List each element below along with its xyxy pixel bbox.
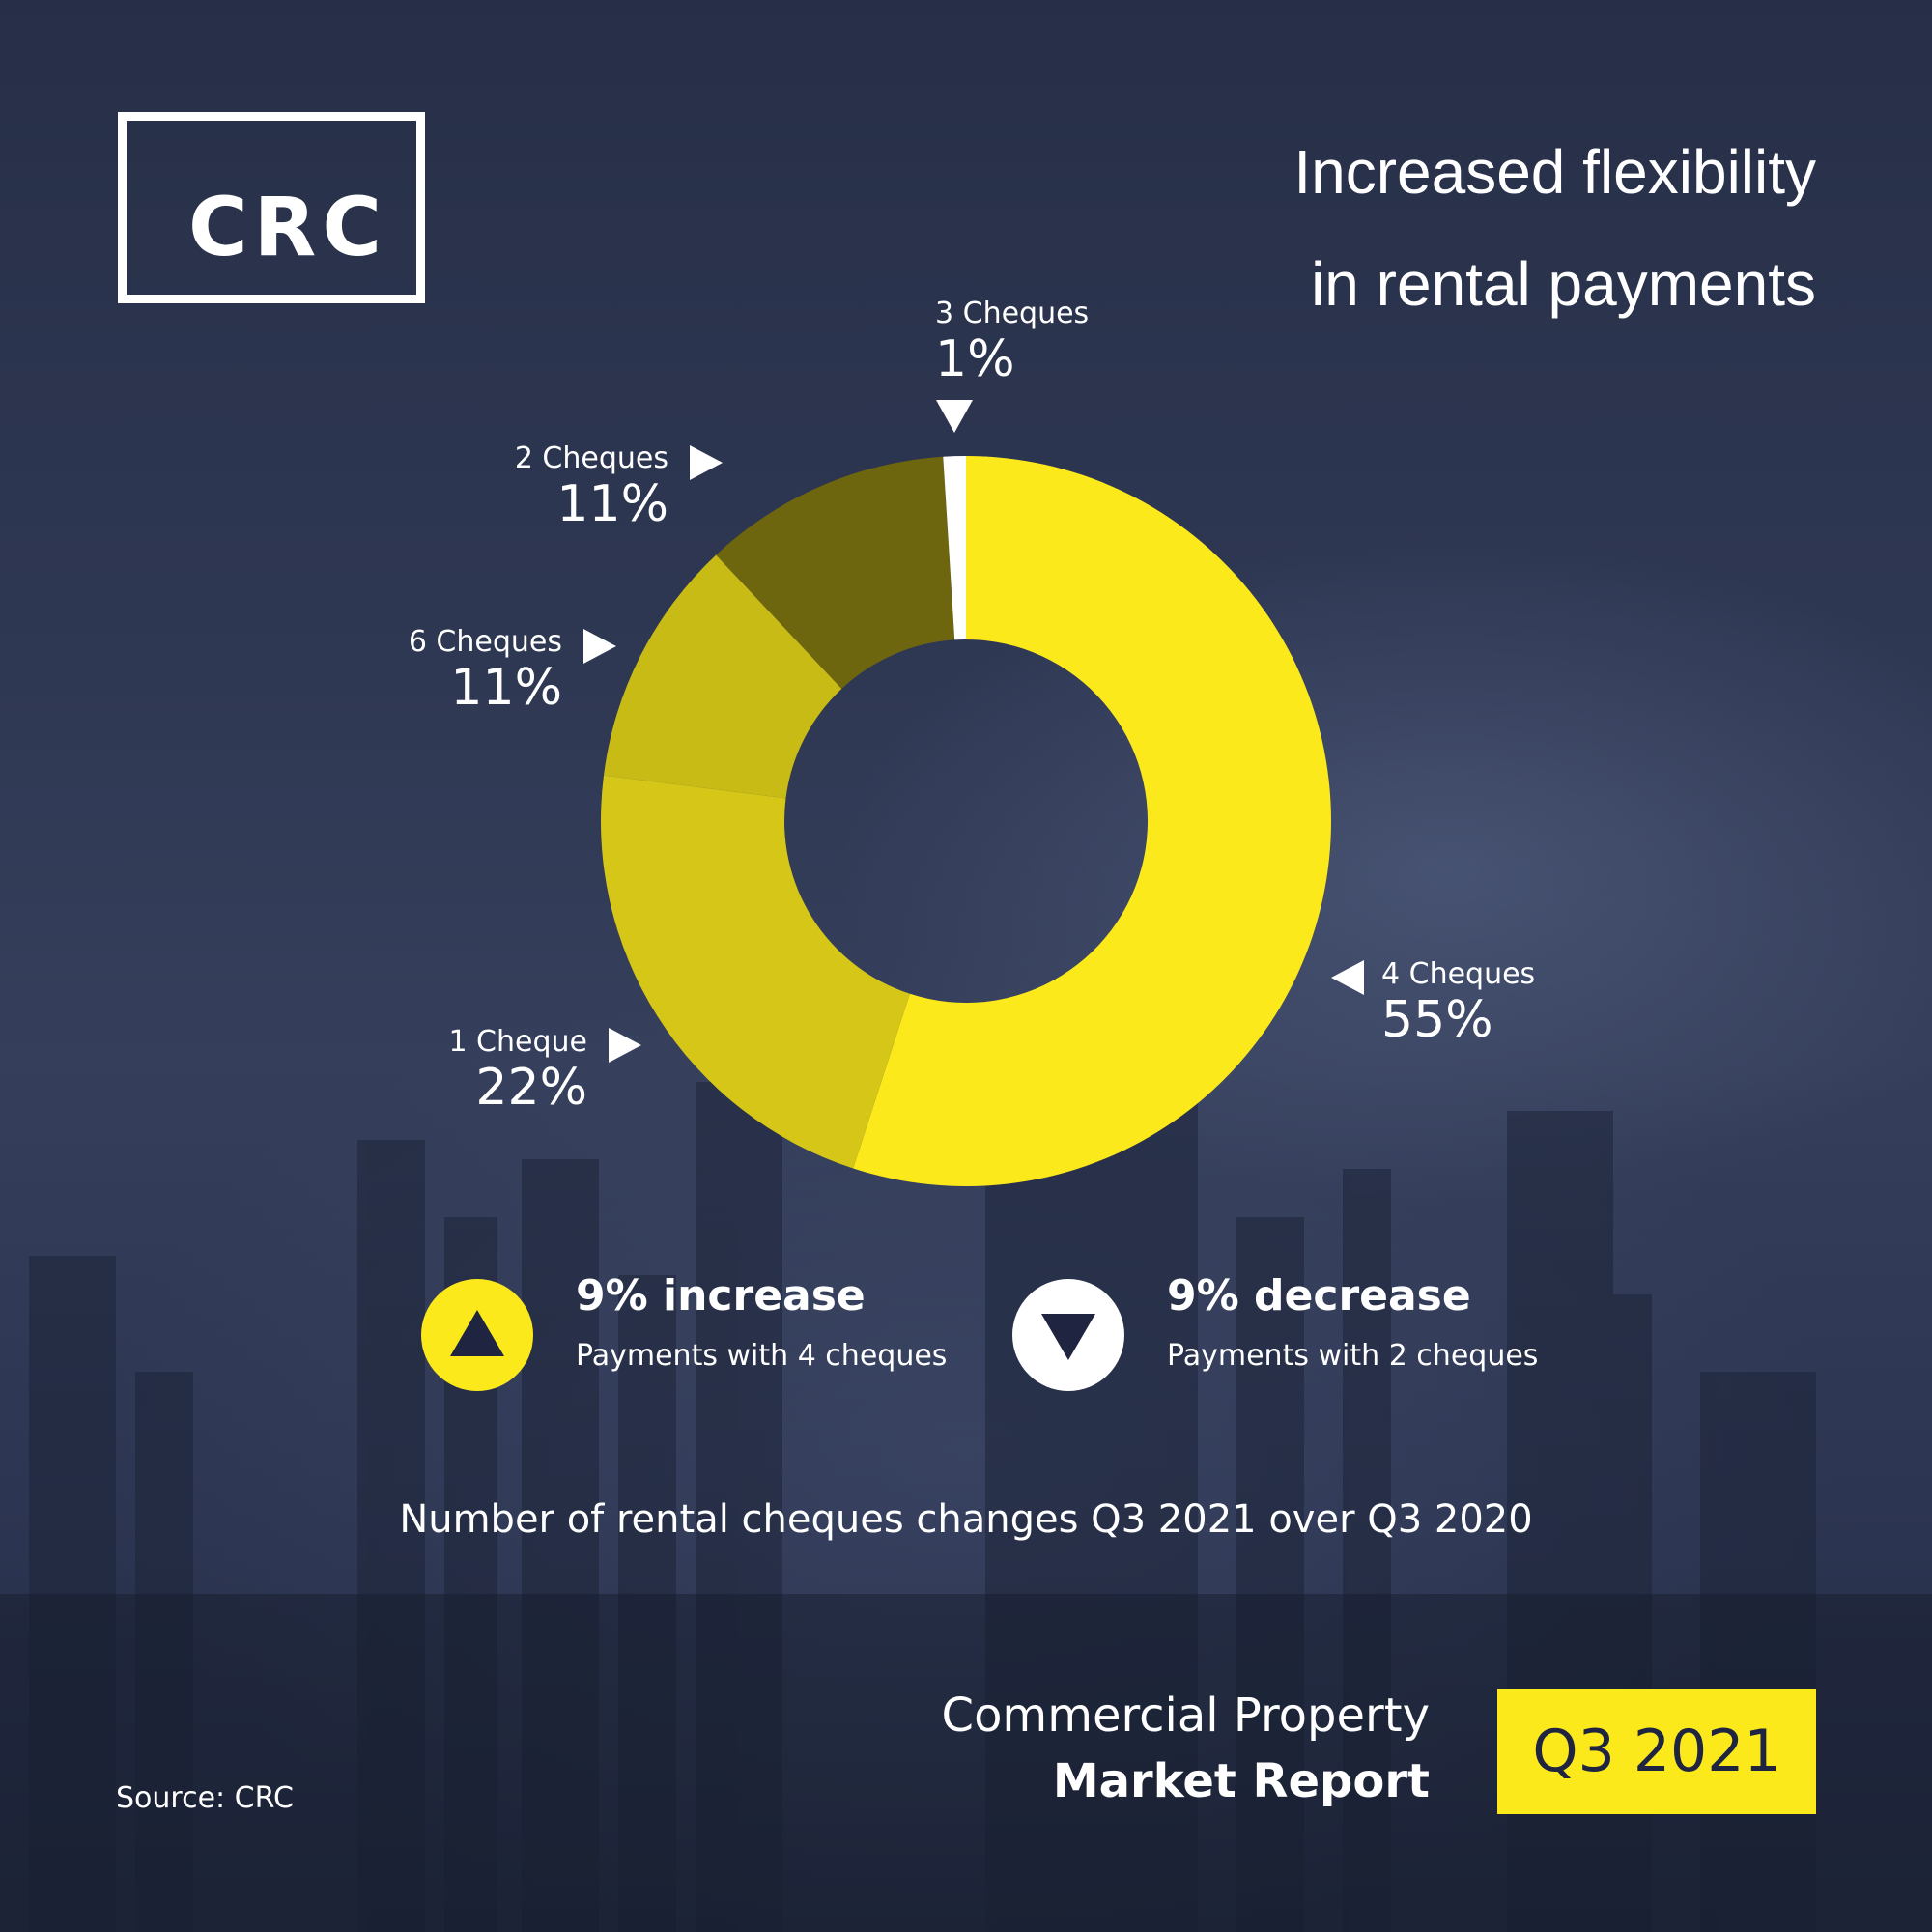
- slice-percent: 1%: [935, 329, 1015, 388]
- logo-text: CRC: [188, 180, 387, 274]
- donut-slice-4-cheques: [853, 456, 1331, 1186]
- slice-category: 4 Cheques: [1381, 957, 1536, 991]
- title-line-1: Increased flexibility: [1293, 137, 1816, 207]
- report-title-line-2: Market Report: [1052, 1754, 1430, 1808]
- increase-subtitle: Payments with 4 cheques: [576, 1339, 948, 1373]
- increase-badge: [421, 1279, 533, 1391]
- pointer-down-icon: [936, 400, 973, 433]
- title-line-2: in rental payments: [1311, 249, 1816, 319]
- pointer-right-icon: [609, 1028, 641, 1063]
- slice-category: 1 Cheque: [448, 1025, 587, 1059]
- slice-label-6-cheques: 6 Cheques 11%: [408, 625, 562, 717]
- donut-slice-2-cheques: [716, 456, 955, 689]
- chart-caption: Number of rental cheques changes Q3 2021…: [399, 1497, 1533, 1542]
- city-skyline-silhouette: [0, 1082, 1932, 1932]
- page-title: Increased flexibility in rental payments: [947, 116, 1816, 340]
- down-triangle-icon: [1041, 1314, 1095, 1360]
- slice-category: 2 Cheques: [514, 441, 668, 475]
- slice-label-4-cheques: 4 Cheques 55%: [1381, 957, 1536, 1049]
- decrease-headline: 9% decrease: [1167, 1271, 1471, 1321]
- source-note: Source: CRC: [116, 1781, 294, 1815]
- slice-percent: 22%: [475, 1058, 587, 1117]
- slice-percent: 55%: [1381, 990, 1493, 1049]
- up-triangle-icon: [450, 1310, 504, 1356]
- report-title-line-1: Commercial Property: [941, 1689, 1430, 1743]
- slice-category: 6 Cheques: [408, 625, 562, 659]
- pointer-right-icon: [690, 445, 723, 480]
- donut-slice-1-cheque: [601, 775, 910, 1169]
- donut-slice-3-cheques: [943, 456, 966, 640]
- slice-label-2-cheques: 2 Cheques 11%: [514, 441, 668, 533]
- increase-headline: 9% increase: [576, 1271, 866, 1321]
- slice-percent: 11%: [556, 474, 668, 533]
- slice-label-3-cheques: 3 Cheques 1%: [935, 297, 1090, 388]
- slice-label-1-cheque: 1 Cheque 22%: [448, 1025, 587, 1117]
- donut-slice-6-cheques: [603, 554, 842, 799]
- decrease-badge: [1012, 1279, 1124, 1391]
- crc-logo: CRC: [118, 112, 425, 303]
- pointer-left-icon: [1331, 960, 1364, 995]
- slice-percent: 11%: [450, 658, 562, 717]
- decrease-subtitle: Payments with 2 cheques: [1167, 1339, 1539, 1373]
- pointer-right-icon: [583, 629, 616, 664]
- slice-category: 3 Cheques: [935, 297, 1090, 330]
- quarter-badge: Q3 2021: [1497, 1689, 1816, 1814]
